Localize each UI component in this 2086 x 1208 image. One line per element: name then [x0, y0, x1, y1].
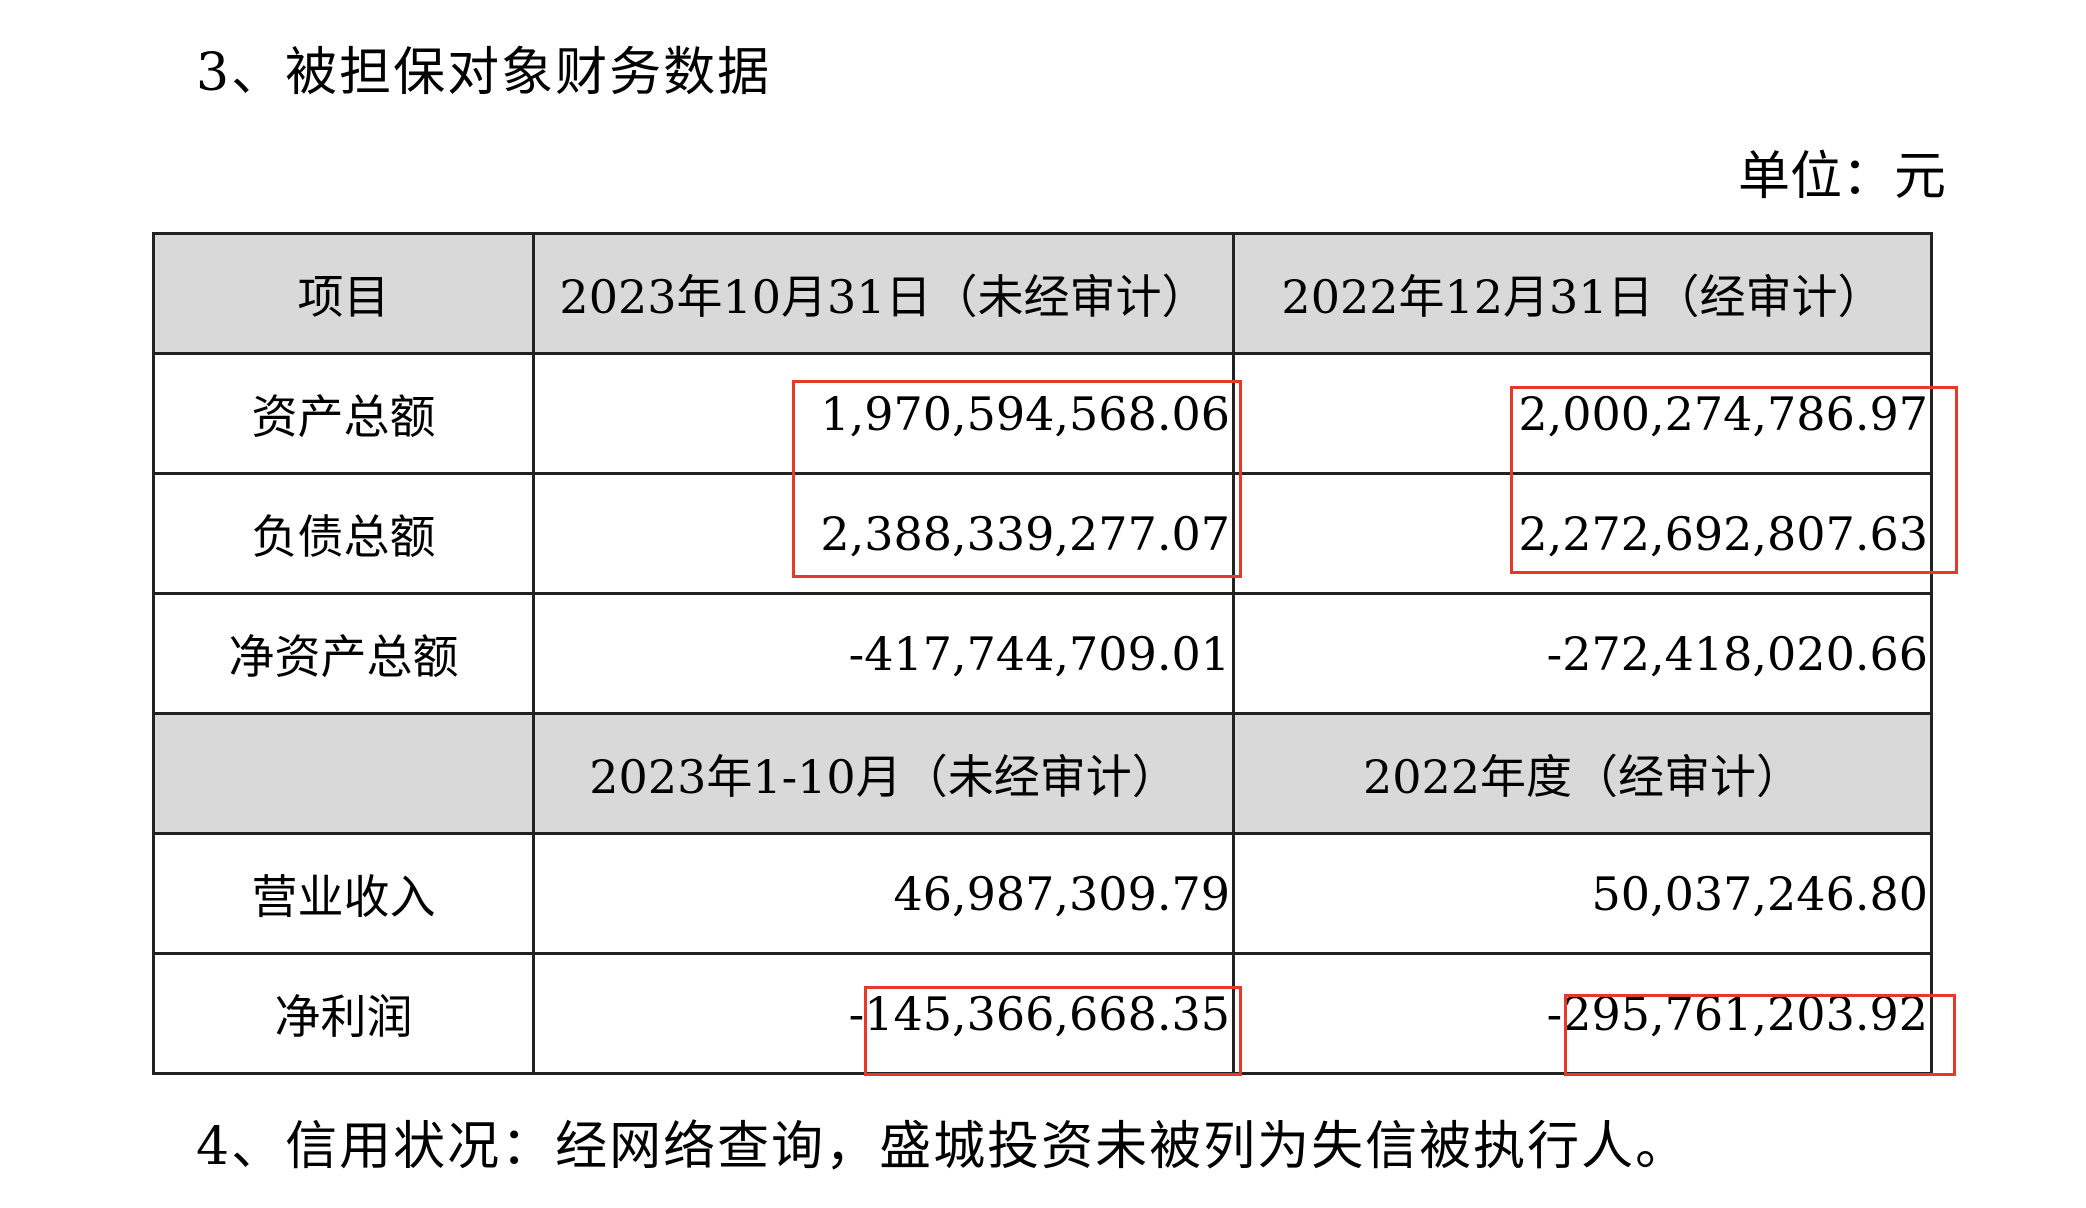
table-subheader-row: 2023年1-10月（未经审计） 2022年度（经审计）	[152, 712, 1933, 835]
header-col-2022-dec: 2022年12月31日（经审计）	[1232, 232, 1933, 355]
cell-value: -272,418,020.66	[1232, 592, 1933, 715]
row-label: 净利润	[152, 952, 535, 1075]
cell-value: -417,744,709.01	[532, 592, 1235, 715]
table-row-net-profit: 净利润 -145,366,668.35 -295,761,203.92	[152, 952, 1933, 1075]
table-header-row: 项目 2023年10月31日（未经审计） 2022年12月31日（经审计）	[152, 232, 1933, 355]
table-row-total-liabilities: 负债总额 2,388,339,277.07 2,272,692,807.63	[152, 472, 1933, 595]
subheader-col-2023-ytd: 2023年1-10月（未经审计）	[532, 712, 1235, 835]
subheader-col-2022-year: 2022年度（经审计）	[1232, 712, 1933, 835]
table-row-revenue: 营业收入 46,987,309.79 50,037,246.80	[152, 832, 1933, 955]
cell-value: -145,366,668.35	[532, 952, 1235, 1075]
row-label: 净资产总额	[152, 592, 535, 715]
table-row-total-assets: 资产总额 1,970,594,568.06 2,000,274,786.97	[152, 352, 1933, 475]
cell-value: 2,272,692,807.63	[1232, 472, 1933, 595]
cell-value: 46,987,309.79	[532, 832, 1235, 955]
highlight-box-net-profit-2023	[864, 986, 1242, 1076]
highlight-box-assets-liabilities-2023	[792, 380, 1242, 578]
table-row-net-assets: 净资产总额 -417,744,709.01 -272,418,020.66	[152, 592, 1933, 715]
financial-data-table: 项目 2023年10月31日（未经审计） 2022年12月31日（经审计） 资产…	[152, 232, 1933, 1075]
highlight-box-net-profit-2022	[1564, 994, 1956, 1076]
cell-value: 2,388,339,277.07	[532, 472, 1235, 595]
subheader-item	[152, 712, 535, 835]
cell-value: 1,970,594,568.06	[532, 352, 1235, 475]
highlight-box-assets-liabilities-2022	[1510, 386, 1958, 574]
header-col-2023-oct: 2023年10月31日（未经审计）	[532, 232, 1235, 355]
row-label: 资产总额	[152, 352, 535, 475]
cell-value: 50,037,246.80	[1232, 832, 1933, 955]
row-label: 负债总额	[152, 472, 535, 595]
header-item: 项目	[152, 232, 535, 355]
section-heading: 3、被担保对象财务数据	[196, 43, 772, 103]
financial-data-table-container: 项目 2023年10月31日（未经审计） 2022年12月31日（经审计） 资产…	[152, 232, 1933, 1096]
cell-value: 2,000,274,786.97	[1232, 352, 1933, 475]
credit-status-paragraph: 4、信用状况：经网络查询，盛城投资未被列为失信被执行人。	[196, 1117, 1690, 1177]
row-label: 营业收入	[152, 832, 535, 955]
unit-label: 单位：元	[1737, 147, 1946, 207]
